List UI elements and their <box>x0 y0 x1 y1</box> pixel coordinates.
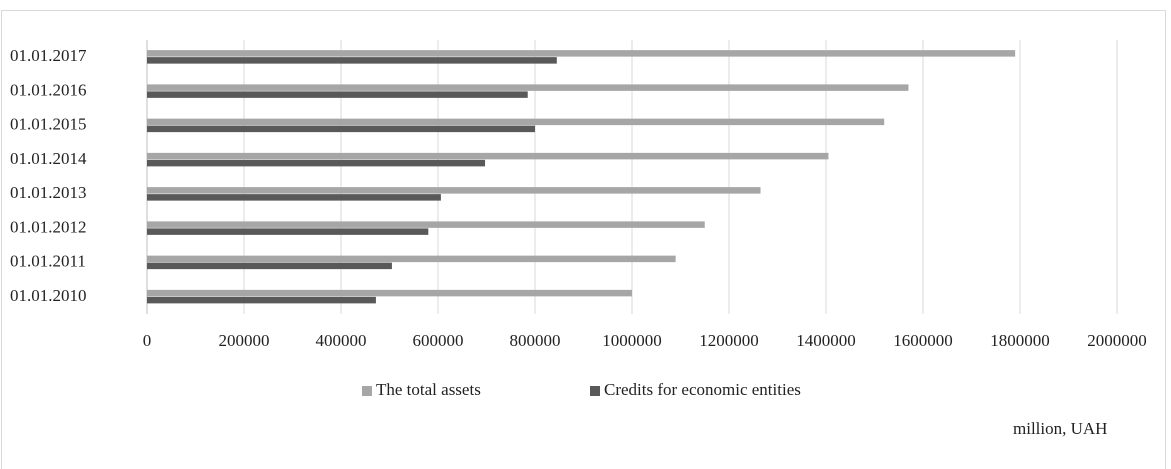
bar <box>147 296 376 304</box>
bar <box>147 194 441 201</box>
unit-label: million, UAH <box>1013 419 1107 438</box>
bar <box>147 228 429 235</box>
bar <box>147 289 632 297</box>
x-tick-label: 1600000 <box>893 331 953 350</box>
y-tick-label: 01.01.2017 <box>10 46 87 65</box>
x-tick-label: 2000000 <box>1087 331 1147 350</box>
bar <box>147 84 909 91</box>
bar <box>147 262 392 270</box>
x-tick-label: 600000 <box>413 331 464 350</box>
bar <box>147 50 1016 57</box>
y-tick-label: 01.01.2013 <box>10 183 87 202</box>
bar <box>147 152 829 160</box>
x-tick-label: 0 <box>143 331 152 350</box>
x-tick-label: 400000 <box>316 331 367 350</box>
bar <box>147 91 528 98</box>
bar <box>147 118 885 126</box>
y-tick-label: 01.01.2012 <box>10 217 87 236</box>
y-tick-label: 01.01.2015 <box>10 115 87 134</box>
bar <box>147 221 705 228</box>
x-tick-label: 1000000 <box>602 331 662 350</box>
x-tick-label: 1400000 <box>796 331 856 350</box>
chart-frame <box>1 10 1166 469</box>
legend-swatch <box>590 386 600 396</box>
y-tick-label: 01.01.2016 <box>10 80 87 99</box>
y-tick-label: 01.01.2014 <box>10 149 87 168</box>
y-tick-label: 01.01.2011 <box>10 252 86 271</box>
x-tick-label: 1200000 <box>699 331 759 350</box>
bar <box>147 255 676 263</box>
legend-label: Credits for economic entities <box>604 380 801 399</box>
bar <box>147 187 761 194</box>
bar <box>147 159 486 167</box>
x-tick-label: 800000 <box>510 331 561 350</box>
legend-label: The total assets <box>376 380 481 399</box>
x-tick-label: 1800000 <box>990 331 1050 350</box>
x-tick-label: 200000 <box>219 331 270 350</box>
bar <box>147 57 557 64</box>
legend-swatch <box>362 386 372 396</box>
y-tick-label: 01.01.2010 <box>10 286 87 305</box>
bar <box>147 125 535 133</box>
